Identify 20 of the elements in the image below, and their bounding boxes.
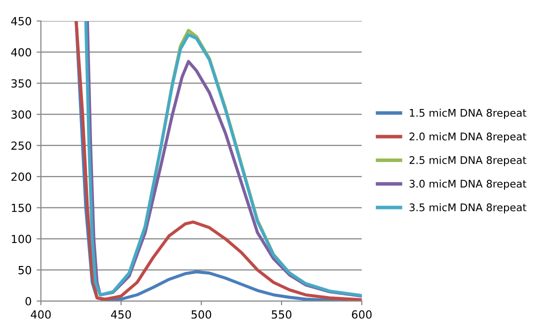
legend-label: 2.5 micM DNA 8repeat (410, 156, 526, 166)
y-tick-label: 100 (12, 234, 32, 244)
x-tick-label: 600 (352, 310, 372, 319)
y-tick-label: 0 (26, 297, 32, 306)
y-tick-label: 350 (11, 79, 32, 88)
legend-label: 3.0 micM DNA 8repeat (410, 180, 526, 190)
y-tick-label: 200 (11, 172, 32, 181)
legend-label: 2.0 micM DNA 8repeat (410, 132, 526, 142)
y-tick-label: 400 (11, 48, 32, 56)
x-tick-label: 450 (111, 310, 131, 319)
x-tick-label: 550 (272, 310, 292, 319)
x-tick-label: 500 (192, 310, 212, 319)
x-tick-label: 400 (30, 310, 51, 319)
legend-label: 1.5 micM DNA 8repeat (410, 108, 526, 119)
y-tick-label: 250 (11, 141, 32, 150)
y-tick-label: 50 (18, 266, 32, 274)
y-tick-label: 300 (11, 110, 32, 119)
y-tick-label: 450 (11, 16, 32, 26)
y-tick-label: 150 (12, 204, 32, 212)
legend-label: 3.5 micM DNA 8repeat (410, 203, 526, 214)
